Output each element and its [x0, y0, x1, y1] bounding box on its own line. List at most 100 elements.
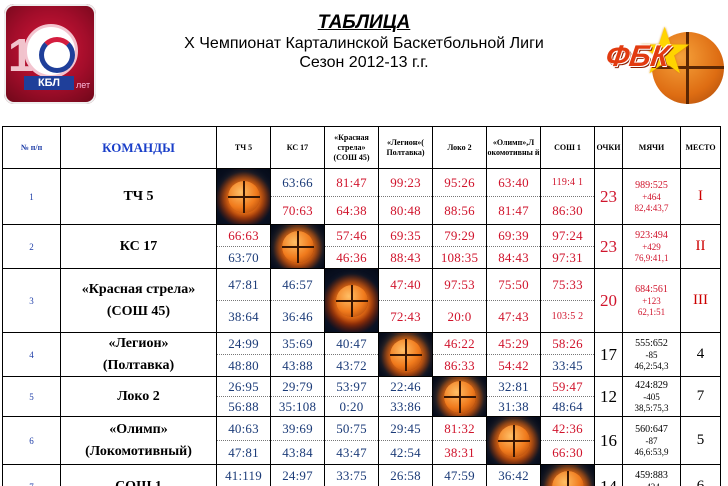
- col-header-team-4: «Легион»( Полтавка): [378, 126, 433, 169]
- balls-average: 46,6:53,9: [634, 446, 669, 457]
- row-number: 5: [2, 376, 61, 417]
- score-pair: 45:29 54:42: [487, 333, 540, 376]
- place-cell: 7: [680, 376, 721, 417]
- score-pair: 53:97 0:20: [325, 377, 378, 416]
- score-second-game: 36:46: [282, 308, 313, 324]
- score-cell: 66:63 63:70: [216, 224, 271, 269]
- score-first-game: 95:26: [433, 169, 486, 197]
- score-pair: 42:36 66:30: [541, 417, 594, 464]
- score-second-game: 43:72: [336, 357, 367, 373]
- balls-scored-conceded: 923:494: [635, 229, 668, 241]
- score-pair: 33:7552:103: [325, 465, 378, 486]
- score-first-game: 46:57: [271, 269, 324, 301]
- team-name-cell: КС 17: [60, 224, 217, 269]
- score-cell: 22:46 33:86: [378, 376, 433, 417]
- balls-average: 76,9:41,1: [634, 252, 669, 263]
- table-row: 3 «Красная стрела» (СОШ 45) 47:81 38:64 46:57…: [2, 268, 721, 333]
- team-name-line2: (Локомотивный): [85, 443, 192, 459]
- score-second-game: 103:5 2: [551, 311, 584, 322]
- score-pair: 29:45 42:54: [379, 417, 432, 464]
- row-number: 4: [2, 332, 61, 377]
- team-name: Локо 2: [117, 388, 160, 404]
- balls-scored-conceded: 989:525: [635, 179, 668, 191]
- score-second-game: 47:81: [228, 444, 259, 460]
- score-cell: 45:29 54:42: [486, 332, 541, 377]
- score-pair: 75:33 103:5 2: [541, 269, 594, 332]
- score-pair: 69:39 84:43: [487, 225, 540, 268]
- score-cell: 47:5964:48: [432, 464, 487, 486]
- score-cell: 69:39 84:43: [486, 224, 541, 269]
- balls-scored-conceded: 560:647: [635, 423, 668, 435]
- team-name-cell: ТЧ 5: [60, 168, 217, 225]
- team-name: «Легион»: [108, 335, 169, 351]
- standings-table: № п/п КОМАНДЫ ТЧ 5 КС 17 «Красная стрела…: [2, 126, 721, 486]
- score-first-game: 75:50: [487, 269, 540, 301]
- balls-difference: +464: [642, 191, 661, 202]
- points-cell: 14: [594, 464, 623, 486]
- score-cell: 42:36 66:30: [540, 416, 595, 465]
- score-second-game: 86:30: [552, 202, 583, 218]
- score-pair: 79:29 108:35: [433, 225, 486, 268]
- team-name-cell: СОШ 1: [60, 464, 217, 486]
- team-name-line2: (СОШ 45): [106, 303, 171, 319]
- score-first-game: 53:97: [325, 377, 378, 397]
- col-header-team-1: ТЧ 5: [216, 126, 271, 169]
- score-first-game: 47:40: [379, 269, 432, 301]
- score-pair: 63:40 81:47: [487, 169, 540, 224]
- score-first-game: 40:47: [325, 333, 378, 355]
- score-cell: 47:40 72:43: [378, 268, 433, 333]
- score-second-game: 43:84: [282, 444, 313, 460]
- score-second-game: 0:20: [339, 398, 364, 414]
- score-cell: 50:75 43:47: [324, 416, 379, 465]
- score-second-game: 54:42: [498, 357, 529, 373]
- score-second-game: 47:43: [498, 308, 529, 324]
- col-header-team-5: Локо 2: [432, 126, 487, 169]
- col-header-place: МЕСТО: [680, 126, 721, 169]
- score-second-game: 48:80: [228, 357, 259, 373]
- score-cell: 63:66 70:63: [270, 168, 325, 225]
- balls-difference: -87: [645, 435, 658, 446]
- score-second-game: 86:33: [444, 357, 475, 373]
- score-pair: 50:75 43:47: [325, 417, 378, 464]
- self-match-cell: [486, 416, 541, 465]
- score-second-game: 80:48: [390, 202, 421, 218]
- score-second-game: 64:38: [336, 202, 367, 218]
- score-pair: 75:50 47:43: [487, 269, 540, 332]
- team-name: КС 17: [119, 238, 158, 254]
- score-pair: 69:35 88:43: [379, 225, 432, 268]
- score-pair: 32:81 31:38: [487, 377, 540, 416]
- score-cell: 32:81 31:38: [486, 376, 541, 417]
- score-first-game: 69:35: [379, 225, 432, 247]
- score-first-game: 24:97: [271, 465, 324, 486]
- score-pair: 24:9731:97: [271, 465, 324, 486]
- balls-average: 46,2:54,3: [634, 360, 669, 371]
- score-first-game: 29:45: [379, 417, 432, 441]
- score-first-game: 29:79: [271, 377, 324, 397]
- points-cell: 16: [594, 416, 623, 465]
- place-cell: 5: [680, 416, 721, 465]
- score-first-game: 24:99: [217, 333, 270, 355]
- score-second-game: 20:0: [447, 308, 472, 324]
- score-first-game: 41:119: [217, 465, 270, 486]
- score-second-game: 88:43: [390, 249, 421, 265]
- table-row: 5 Локо 2 26:95 56:88 29:79 35:108 53:97 0:20 22:…: [2, 376, 721, 417]
- row-number: 6: [2, 416, 61, 465]
- self-match-cell: [540, 464, 595, 486]
- federation-logo-text: ФБК: [603, 40, 672, 73]
- flaming-basketball-icon: [443, 380, 476, 413]
- col-header-team-2: КС 17: [270, 126, 325, 169]
- score-cell: 29:79 35:108: [270, 376, 325, 417]
- team-name-cell: «Красная стрела» (СОШ 45): [60, 268, 217, 333]
- star-icon: ★: [636, 16, 694, 87]
- score-first-game: 50:75: [325, 417, 378, 441]
- score-cell: 46:57 36:46: [270, 268, 325, 333]
- points-cell: 23: [594, 224, 623, 269]
- score-cell: 41:11930:86: [216, 464, 271, 486]
- balls-cell: 555:652 -85 46,2:54,3: [622, 332, 681, 377]
- place-cell: I: [680, 168, 721, 225]
- team-name: «Красная стрела»: [81, 281, 196, 297]
- place-cell: II: [680, 224, 721, 269]
- table-body: 1 ТЧ 5 63:66 70:63 81:47 64:38 99:23 80:48 95:26…: [2, 168, 721, 486]
- row-number: 7: [2, 464, 61, 486]
- score-cell: 53:97 0:20: [324, 376, 379, 417]
